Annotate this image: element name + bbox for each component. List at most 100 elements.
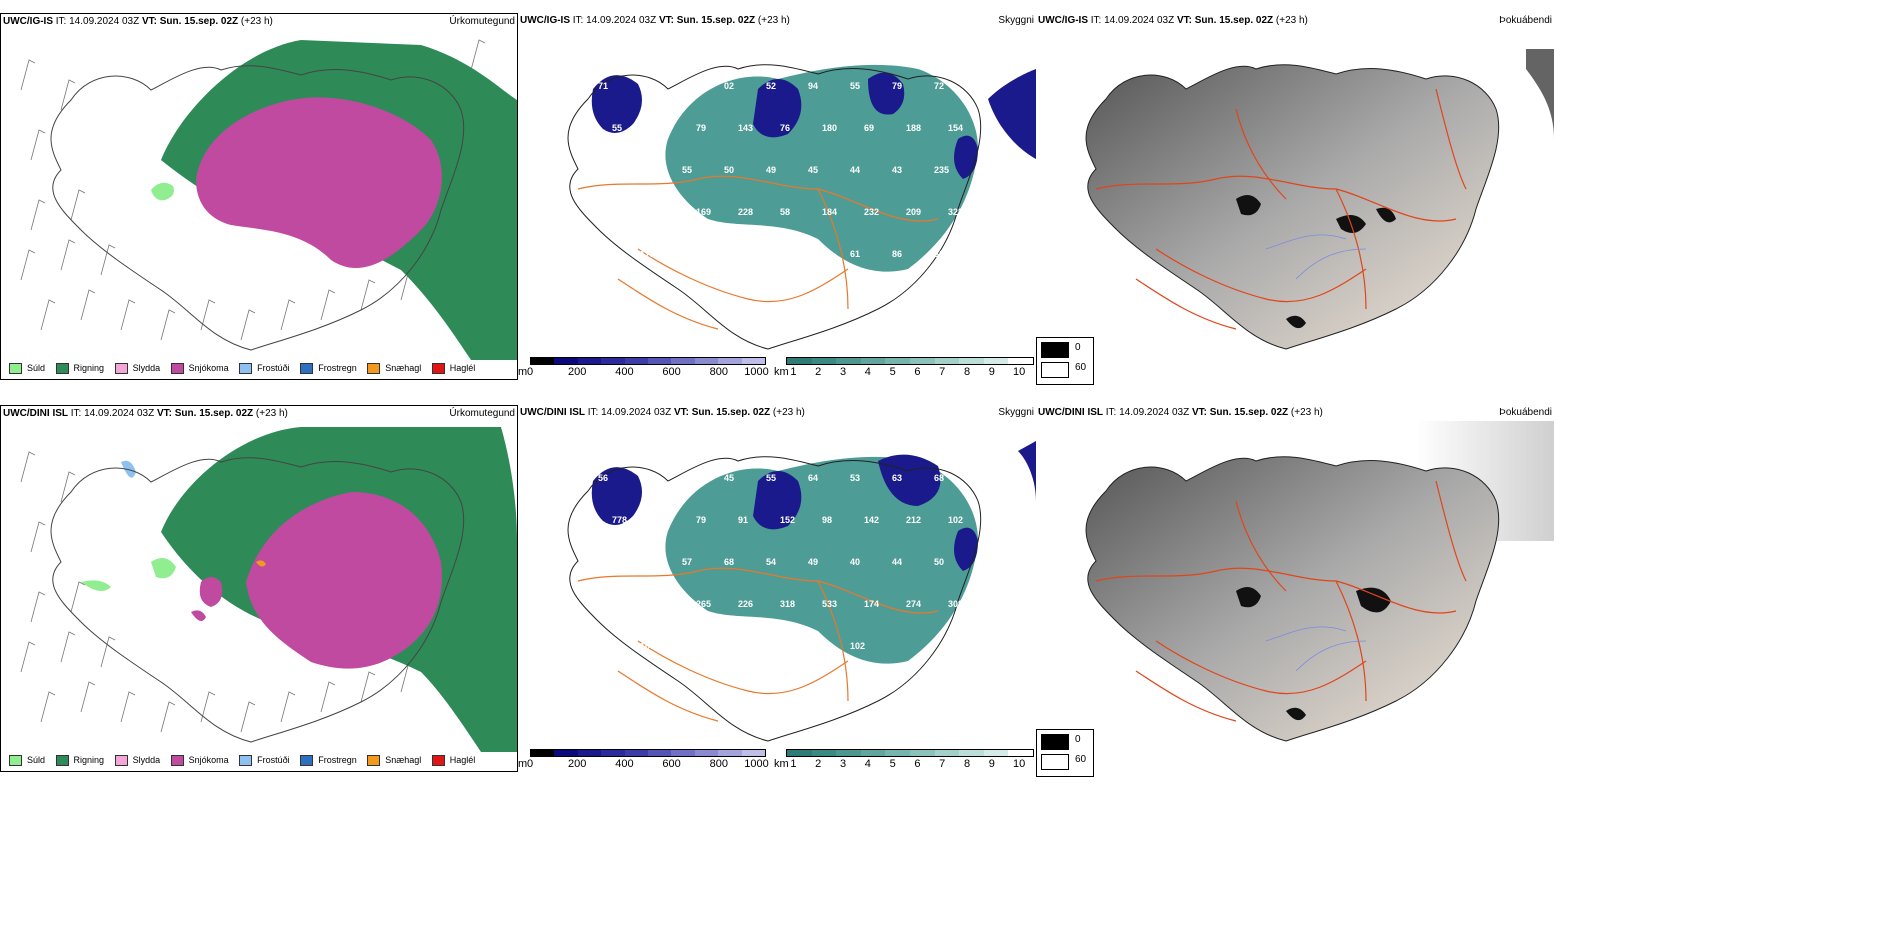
visibility-value-label: 533 bbox=[822, 599, 837, 609]
visibility-value-label: 152 bbox=[780, 515, 795, 525]
visibility-value-label: 55 bbox=[612, 123, 622, 133]
visibility-value-label: 322 bbox=[948, 207, 963, 217]
visibility-value-label: 44 bbox=[850, 165, 860, 175]
wind-barbs bbox=[20, 39, 496, 341]
visibility-value-label: 209 bbox=[906, 207, 921, 217]
visibility-labels: 56 38 59 45 55 64 53 63 68 778 694 79 91 152 98 142 212 1… bbox=[598, 473, 963, 651]
visibility-value-label: 248 bbox=[640, 165, 655, 175]
visibility-value-label: 102 bbox=[948, 515, 963, 525]
legend-item: Súld bbox=[9, 750, 45, 770]
visibility-value-label: 98 bbox=[822, 515, 832, 525]
fog-rivers bbox=[1265, 234, 1367, 280]
visibility-value-label: 265 bbox=[696, 599, 711, 609]
legend-item: Rigning bbox=[55, 750, 104, 770]
visibility-value-label: 142 bbox=[864, 515, 879, 525]
visibility-value-label: 167 bbox=[682, 641, 697, 651]
panel-header: UWC/DINI ISL IT: 14.09.2024 03Z VT: Sun.… bbox=[1036, 405, 1554, 421]
visibility-value-label: 140 bbox=[598, 165, 613, 175]
visibility-value-label: 59 bbox=[682, 473, 692, 483]
visibility-value-label: 72 bbox=[934, 81, 944, 91]
fog-map bbox=[1085, 49, 1554, 350]
visibility-value-label: 143 bbox=[738, 123, 753, 133]
visibility-value-label: 70 bbox=[598, 557, 608, 567]
precip-map bbox=[20, 427, 517, 752]
visibility-value-label: 109 bbox=[640, 641, 655, 651]
legend-item: Snjókoma bbox=[170, 750, 229, 770]
panel-header: UWC/DINI ISL IT: 14.09.2024 03Z VT: Sun.… bbox=[518, 405, 1036, 421]
visibility-value-label: 64 bbox=[808, 473, 818, 483]
visibility-value-label: 226 bbox=[738, 599, 753, 609]
unit-km: km bbox=[774, 366, 789, 378]
init-time: 14.09.2024 03Z bbox=[69, 16, 140, 27]
visibility-value-label: 66 bbox=[654, 291, 664, 301]
visibility-value-label: 54 bbox=[766, 557, 776, 567]
precip-type-panel-top: UWC/IG-IS IT: 14.09.2024 03Z VT: Sun. 15… bbox=[0, 13, 518, 380]
lead-time: (+23 h) bbox=[240, 16, 273, 27]
precip-type-panel-bottom: UWC/DINI ISL IT: 14.09.2024 03Z VT: Sun.… bbox=[0, 405, 518, 772]
panel-title: Úrkomutegund bbox=[449, 16, 515, 27]
visibility-value-label: 46 bbox=[640, 81, 650, 91]
visibility-value-label: 91 bbox=[738, 515, 748, 525]
legend-item: Snæhagl bbox=[367, 750, 421, 770]
legend-item: Rigning bbox=[55, 358, 104, 378]
visibility-value-label: 02 bbox=[724, 81, 734, 91]
visibility-value-label: 45 bbox=[808, 165, 818, 175]
visibility-colorbar-m: m 0 200 400 600 800 1000 bbox=[518, 357, 770, 381]
visibility-value-label: 94 bbox=[808, 81, 818, 91]
visibility-value-label: 308 bbox=[948, 599, 963, 609]
visibility-value-label: 71 bbox=[598, 81, 608, 91]
visibility-map: 56 38 59 45 55 64 53 63 68 778 694 79 91 152 98 142 212 1… bbox=[567, 441, 1036, 742]
panel-header: UWC/IG-IS IT: 14.09.2024 03Z VT: Sun. 15… bbox=[1036, 13, 1554, 29]
snow-area bbox=[196, 97, 442, 269]
visibility-value-label: 154 bbox=[948, 123, 963, 133]
visibility-map: 71 46 84 02 52 94 55 79 72 55 69 79 143 76 180 69 188 154… bbox=[567, 64, 1036, 350]
panel-title: Skyggni bbox=[998, 15, 1034, 26]
visibility-colorbar-km: km 1 2 3 4 5 6 7 8 9 10 bbox=[774, 749, 1036, 773]
visibility-value-label: 157 bbox=[724, 641, 739, 651]
panel-header: UWC/DINI ISL IT: 14.09.2024 03Z VT: Sun.… bbox=[1, 406, 517, 422]
visibility-value-label: 55 bbox=[766, 473, 776, 483]
panel-title: Úrkomutegund bbox=[449, 408, 515, 419]
legend-item: Frostregn bbox=[300, 358, 357, 378]
visibility-value-label: 174 bbox=[864, 599, 879, 609]
road-network bbox=[577, 175, 939, 330]
visibility-value-label: 86 bbox=[808, 249, 818, 259]
legend-item: Frostúði bbox=[239, 750, 290, 770]
visibility-value-label: 76 bbox=[780, 123, 790, 133]
legend-item: Súld bbox=[9, 358, 45, 378]
visibility-value-label: 274 bbox=[906, 599, 921, 609]
visibility-value-label: 212 bbox=[906, 515, 921, 525]
legend-item: Snæhagl bbox=[367, 358, 421, 378]
panel-title: Þokuábendi bbox=[1499, 407, 1552, 418]
visibility-value-label: 40 bbox=[850, 557, 860, 567]
precip-legend: Súld Rigning Slydda Snjókoma Frostúði Fr… bbox=[1, 358, 475, 378]
legend-item: Haglél bbox=[431, 358, 475, 378]
visibility-value-label: 140 bbox=[612, 207, 627, 217]
visibility-value-label: 38 bbox=[640, 473, 650, 483]
model-name: UWC/IG-IS bbox=[3, 16, 53, 27]
fog-patches bbox=[1236, 195, 1396, 329]
visibility-value-label: 180 bbox=[822, 123, 837, 133]
visibility-colorbar-m: m 0 200 400 600 800 1000 bbox=[518, 749, 770, 773]
visibility-value-label: 133 bbox=[724, 249, 739, 259]
visibility-value-label: 233 bbox=[654, 599, 669, 609]
visibility-value-label: 96 bbox=[766, 249, 776, 259]
visibility-value-label: 52 bbox=[766, 81, 776, 91]
land bbox=[1086, 64, 1499, 349]
visibility-value-label: 49 bbox=[808, 557, 818, 567]
fog-panel-top: UWC/IG-IS IT: 14.09.2024 03Z VT: Sun. 15… bbox=[1036, 13, 1554, 385]
visibility-panel-bottom: UWC/DINI ISL IT: 14.09.2024 03Z VT: Sun.… bbox=[518, 405, 1036, 772]
teal-area bbox=[665, 64, 978, 272]
visibility-colorbar-km: km 1 2 3 4 5 6 7 8 9 10 bbox=[774, 357, 1036, 381]
visibility-value-label: 75 bbox=[640, 557, 650, 567]
unit-m: m bbox=[518, 366, 528, 378]
panel-header: UWC/IG-IS IT: 14.09.2024 03Z VT: Sun. 15… bbox=[518, 13, 1036, 29]
legend-item: Slydda bbox=[114, 750, 160, 770]
visibility-value-label: 44 bbox=[892, 557, 902, 567]
visibility-value-label: 86 bbox=[892, 249, 902, 259]
visibility-value-label: 58 bbox=[780, 207, 790, 217]
visibility-value-label: 55 bbox=[682, 165, 692, 175]
visibility-value-label: 61 bbox=[850, 249, 860, 259]
visibility-value-label: 66 bbox=[934, 249, 944, 259]
visibility-value-label: 53 bbox=[850, 473, 860, 483]
